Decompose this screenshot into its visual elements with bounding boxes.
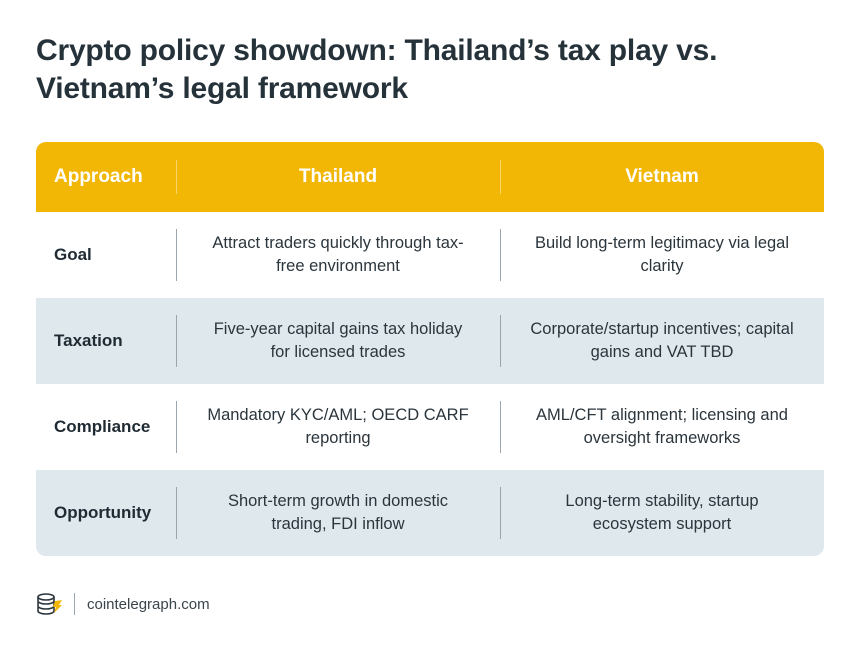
vietnam-cell: Corporate/startup incentives; capital ga… bbox=[530, 320, 794, 361]
table-row-taxation: Taxation Five-year capital gains tax hol… bbox=[36, 298, 824, 384]
thailand-cell: Mandatory KYC/AML; OECD CARF reporting bbox=[207, 406, 469, 447]
row-label: Goal bbox=[54, 245, 92, 264]
column-header-thailand: Thailand bbox=[176, 142, 500, 212]
source-link[interactable]: cointelegraph.com bbox=[87, 595, 210, 613]
vietnam-cell: Build long-term legitimacy via legal cla… bbox=[534, 234, 790, 275]
row-label: Compliance bbox=[54, 417, 151, 436]
table-row-opportunity: Opportunity Short-term growth in domesti… bbox=[36, 470, 824, 556]
table-row-goal: Goal Attract traders quickly through tax… bbox=[36, 212, 824, 298]
table-row-compliance: Compliance Mandatory KYC/AML; OECD CARF … bbox=[36, 384, 824, 470]
comparison-table: Approach Thailand Vietnam Goal Attract t… bbox=[36, 142, 824, 556]
vietnam-cell: Long-term stability, startup ecosystem s… bbox=[565, 492, 759, 533]
thailand-cell: Five-year capital gains tax holiday for … bbox=[213, 320, 463, 361]
thailand-cell: Short-term growth in domestic trading, F… bbox=[227, 492, 449, 533]
thailand-cell: Attract traders quickly through tax-free… bbox=[212, 234, 464, 275]
table-header-row: Approach Thailand Vietnam bbox=[36, 142, 824, 212]
vietnam-cell: AML/CFT alignment; licensing and oversig… bbox=[536, 406, 788, 447]
column-header-vietnam: Vietnam bbox=[500, 142, 824, 212]
footer-divider bbox=[74, 593, 75, 615]
row-label: Opportunity bbox=[54, 503, 152, 522]
column-header-approach: Approach bbox=[54, 166, 143, 187]
row-label: Taxation bbox=[54, 331, 123, 350]
source-footer: cointelegraph.com bbox=[36, 592, 210, 616]
page-title: Crypto policy showdown: Thailand’s tax p… bbox=[36, 34, 718, 105]
cointelegraph-logo-icon bbox=[37, 593, 62, 615]
